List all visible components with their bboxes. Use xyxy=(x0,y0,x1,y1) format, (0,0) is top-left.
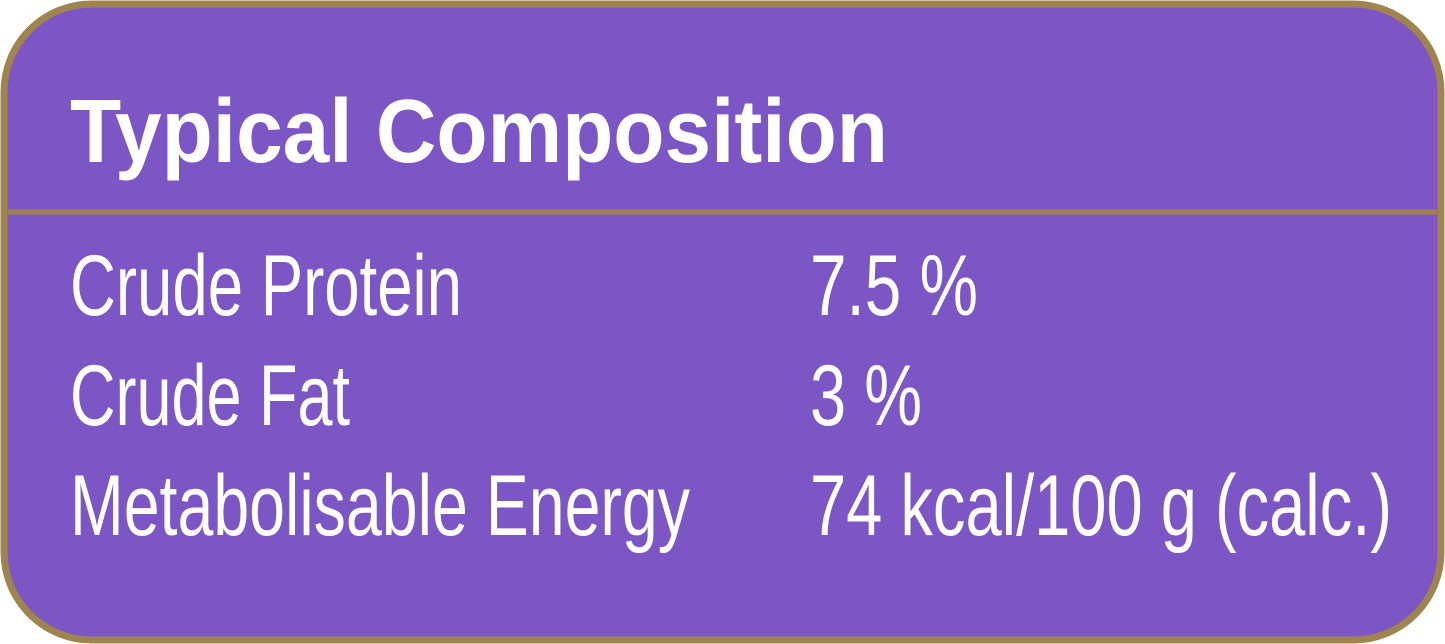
nutrient-value: 7.5 % xyxy=(810,238,978,334)
nutrient-label: Crude Protein xyxy=(70,238,462,334)
nutrient-label: Crude Fat xyxy=(70,348,350,444)
nutrient-value: 74 kcal/100 g (calc.) xyxy=(810,458,1392,554)
title: Typical Composition xyxy=(70,82,888,182)
nutrient-value: 3 % xyxy=(810,348,922,444)
nutrient-label: Metabolisable Energy xyxy=(70,458,690,554)
